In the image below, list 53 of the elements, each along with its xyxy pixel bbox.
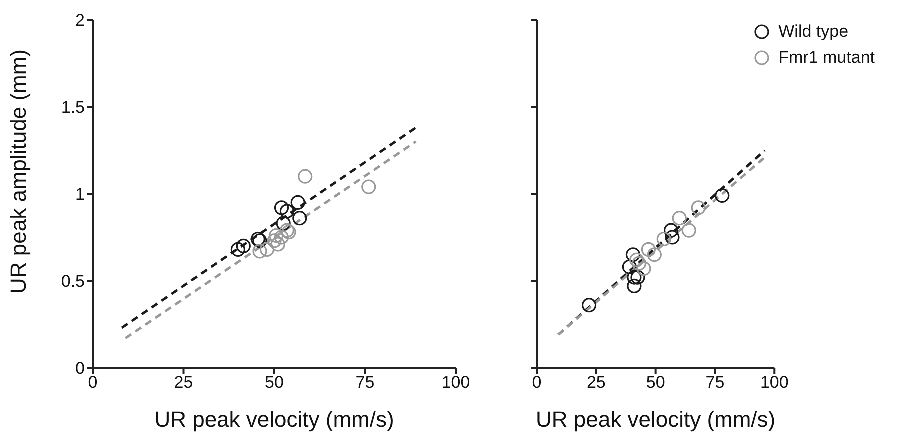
y-axis-title: UR peak amplitude (mm) bbox=[6, 49, 31, 294]
point bbox=[715, 188, 730, 204]
point bbox=[274, 200, 290, 216]
point bbox=[236, 238, 251, 254]
point bbox=[290, 195, 306, 210]
point bbox=[298, 169, 313, 184]
x-tick-label: 50 bbox=[646, 373, 666, 392]
point bbox=[292, 211, 308, 226]
point bbox=[632, 256, 646, 271]
point bbox=[270, 237, 286, 252]
x-tick-label: 100 bbox=[442, 373, 470, 392]
point bbox=[280, 204, 295, 219]
point bbox=[276, 216, 291, 231]
point bbox=[622, 260, 637, 274]
x-tick-label: 100 bbox=[760, 373, 789, 392]
point bbox=[627, 278, 642, 294]
x-tick-label: 75 bbox=[706, 373, 725, 392]
x-tick-label: 25 bbox=[586, 373, 606, 392]
point bbox=[362, 180, 376, 194]
point bbox=[582, 298, 597, 313]
point bbox=[647, 248, 662, 262]
point bbox=[682, 223, 696, 238]
x-tick-label: 50 bbox=[265, 373, 284, 392]
x-axis-title: UR peak velocity (mm/s) bbox=[154, 407, 394, 432]
x-tick-label: 25 bbox=[174, 373, 194, 392]
point bbox=[656, 232, 672, 247]
point bbox=[672, 211, 687, 226]
point bbox=[230, 242, 246, 257]
y-tick-label: 1.5 bbox=[61, 98, 85, 118]
point bbox=[267, 234, 282, 248]
point bbox=[641, 242, 656, 257]
point bbox=[636, 262, 652, 276]
point bbox=[691, 200, 706, 216]
point bbox=[274, 230, 290, 245]
point bbox=[626, 248, 641, 262]
point bbox=[630, 252, 644, 268]
y-tick-label: 2 bbox=[76, 11, 85, 30]
point bbox=[630, 270, 646, 285]
x-tick-label: 75 bbox=[356, 373, 375, 392]
point bbox=[252, 244, 268, 259]
x-tick-label: 0 bbox=[532, 373, 542, 392]
x-tick-label: 0 bbox=[88, 373, 98, 392]
y-tick-label: 1 bbox=[76, 185, 85, 204]
point bbox=[269, 228, 284, 244]
point bbox=[665, 230, 680, 245]
point bbox=[627, 270, 642, 285]
legend-label: Wild type bbox=[778, 22, 849, 42]
y-tick-label: 0.5 bbox=[61, 272, 85, 292]
point bbox=[664, 223, 679, 238]
x-axis-title: UR peak velocity (mm/s) bbox=[536, 407, 776, 432]
point bbox=[260, 242, 275, 257]
legend-label: Fmr1 mutant bbox=[778, 48, 875, 68]
y-tick-label: 0 bbox=[76, 359, 85, 378]
